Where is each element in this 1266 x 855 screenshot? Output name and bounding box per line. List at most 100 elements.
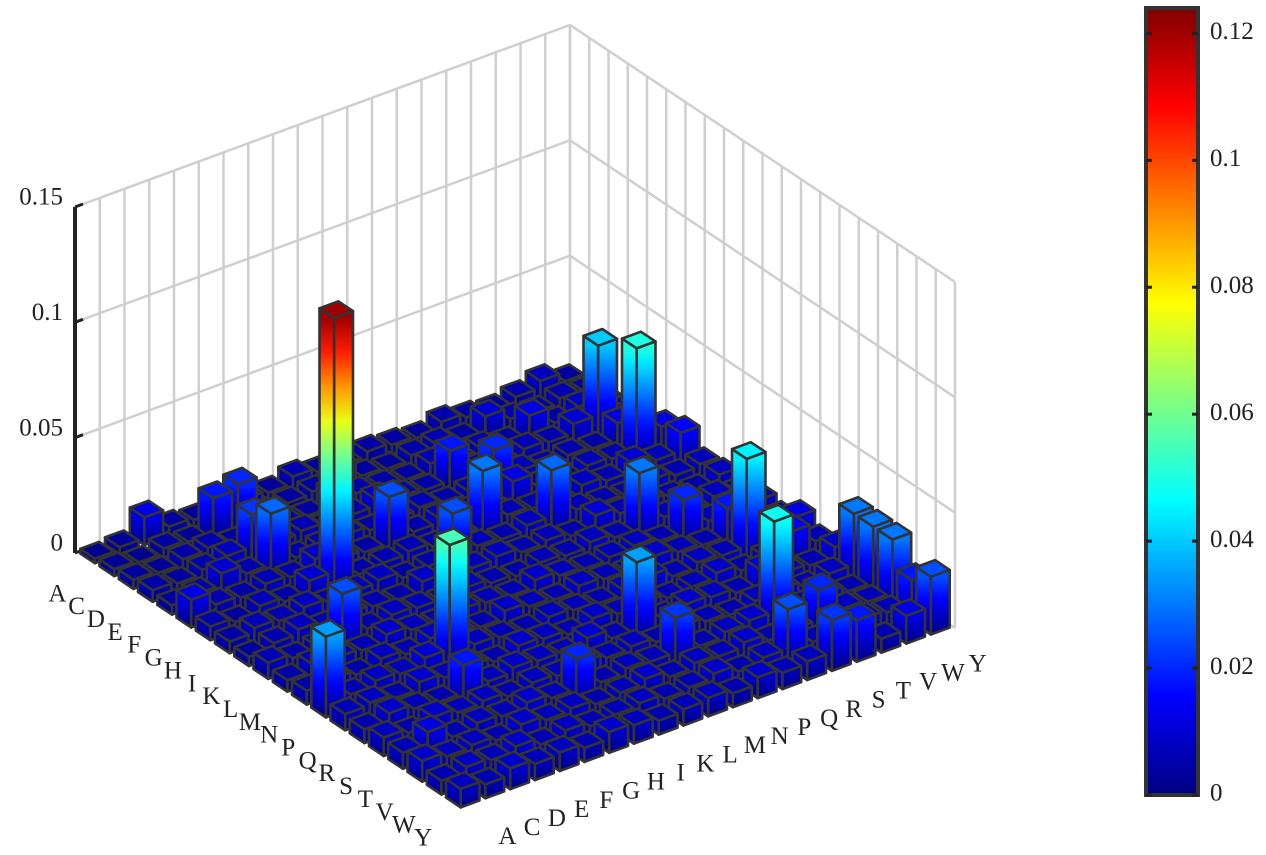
bar xyxy=(326,575,363,653)
bar-top xyxy=(287,589,325,609)
bar-top xyxy=(433,433,470,453)
bar-face xyxy=(830,611,853,673)
column-label: D xyxy=(548,805,566,832)
bar-top xyxy=(623,685,660,705)
bar-top xyxy=(444,770,481,791)
bar-top xyxy=(692,679,729,700)
bar-top xyxy=(271,662,308,682)
bar-top xyxy=(576,430,613,450)
bar-top xyxy=(488,592,525,613)
bar-top xyxy=(681,544,718,564)
bar xyxy=(620,330,657,466)
bar-top xyxy=(628,660,666,681)
bar-top xyxy=(392,533,429,553)
bar-top xyxy=(857,508,894,529)
row-label: Y xyxy=(414,824,432,851)
bar-top xyxy=(461,705,498,725)
bar-top xyxy=(604,674,641,695)
bar-top xyxy=(197,480,234,500)
bar-top xyxy=(252,644,289,665)
column-label: F xyxy=(599,787,613,814)
bar-top xyxy=(562,567,600,588)
bar-top xyxy=(364,640,402,661)
bar-top xyxy=(791,643,828,663)
bar-top xyxy=(573,524,611,544)
bar xyxy=(254,495,292,580)
bar-top xyxy=(524,362,561,383)
bar-top xyxy=(686,527,723,547)
bar-top xyxy=(142,554,179,575)
bar-top xyxy=(282,611,319,631)
bar-top xyxy=(700,554,737,575)
bar-top xyxy=(463,608,501,629)
row-label: N xyxy=(260,722,278,749)
z-tick-label: 0.15 xyxy=(19,184,63,211)
bar-top xyxy=(598,696,635,717)
bar-top xyxy=(579,497,616,517)
column-label: S xyxy=(872,687,886,714)
bar xyxy=(362,562,399,600)
column-label: L xyxy=(722,741,737,768)
bar-top xyxy=(211,537,247,558)
bar-top xyxy=(375,426,413,447)
bar-top xyxy=(642,523,679,543)
colorbar-tick-label: 0.08 xyxy=(1210,272,1254,299)
bar-top xyxy=(521,642,558,663)
bar-top xyxy=(505,706,542,726)
bar-top xyxy=(510,507,547,527)
bar-top xyxy=(727,624,765,644)
bar-top xyxy=(326,575,363,596)
bar xyxy=(444,770,481,809)
bar-top xyxy=(543,557,580,577)
row-label: S xyxy=(339,773,353,800)
bar-top xyxy=(571,620,608,640)
column-label: H xyxy=(647,769,665,796)
bar-top xyxy=(802,571,839,592)
bar-top xyxy=(529,522,567,543)
bar-top xyxy=(593,713,630,734)
bar-top xyxy=(518,561,556,582)
column-label: M xyxy=(744,732,766,759)
row-label: V xyxy=(376,799,394,826)
bar-top xyxy=(678,645,715,665)
colorbar-tick-label: 0.02 xyxy=(1210,653,1254,680)
bar-top xyxy=(123,544,159,564)
bar-top xyxy=(914,558,952,579)
bar-top xyxy=(175,581,212,602)
bar-top xyxy=(582,585,619,605)
column-label: P xyxy=(797,714,811,741)
bar-top xyxy=(813,555,850,576)
bar-top xyxy=(705,537,743,558)
colorbar-tick-label: 0.06 xyxy=(1210,399,1254,426)
bar-top xyxy=(634,643,671,664)
bar-top xyxy=(257,625,294,645)
row-label: T xyxy=(358,786,373,813)
grid-line xyxy=(74,254,956,514)
bar-top xyxy=(466,683,503,703)
row-label: I xyxy=(188,670,196,697)
bar-top xyxy=(771,591,809,611)
bar-top xyxy=(507,431,545,451)
bar-top xyxy=(249,565,286,586)
bar-top xyxy=(213,623,250,643)
bar-top xyxy=(683,446,721,466)
bar-top xyxy=(103,529,140,549)
column-label: N xyxy=(771,723,789,750)
row-label: W xyxy=(392,812,416,839)
bar-top xyxy=(353,684,391,705)
bar-top xyxy=(667,691,704,711)
bar-top xyxy=(527,620,564,641)
bar xyxy=(890,597,927,645)
column-label: K xyxy=(696,750,714,777)
bar-top xyxy=(499,378,536,399)
bar-top xyxy=(617,527,655,548)
bar-top xyxy=(549,712,586,732)
bar-top xyxy=(205,555,242,575)
bar-top xyxy=(370,451,407,471)
bar-top xyxy=(98,551,135,571)
bar-top xyxy=(477,432,514,452)
colorbar-tick-label: 0 xyxy=(1210,780,1223,807)
column-label: C xyxy=(524,814,541,841)
bar-top xyxy=(373,695,410,715)
